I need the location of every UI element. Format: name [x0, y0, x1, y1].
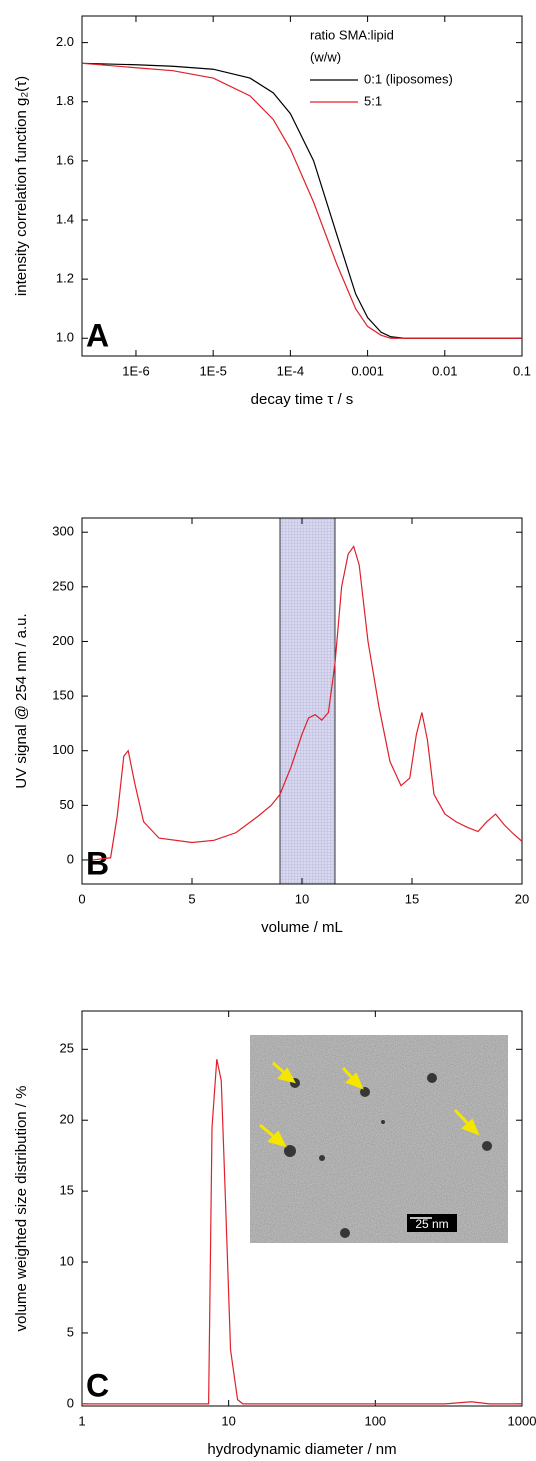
x-tick-label: 1E-4 — [277, 363, 304, 378]
y-tick-label: 150 — [52, 688, 74, 703]
y-tick-label: 5 — [67, 1324, 74, 1339]
highlight-region — [279, 517, 336, 885]
x-tick-label: 0.1 — [513, 363, 531, 378]
y-tick-label: 15 — [60, 1183, 74, 1198]
panel-label: A — [86, 317, 109, 353]
y-tick-label: 20 — [60, 1112, 74, 1127]
x-axis-label: hydrodynamic diameter / nm — [207, 1441, 396, 1458]
legend-title: (w/w) — [310, 49, 341, 64]
plot-frame — [81, 15, 523, 357]
y-axis-label: UV signal @ 254 nm / a.u. — [13, 613, 30, 788]
x-tick-label: 1E-6 — [122, 363, 149, 378]
plot-frame — [81, 1010, 523, 1407]
x-tick-label: 1E-5 — [199, 363, 226, 378]
y-axis-label: intensity correlation function g₂(τ) — [13, 76, 30, 296]
y-tick-label: 50 — [60, 797, 74, 812]
data-line — [82, 1059, 522, 1405]
y-tick-label: 1.4 — [56, 211, 74, 226]
y-tick-label: 1.0 — [56, 330, 74, 345]
y-tick-label: 2.0 — [56, 34, 74, 49]
legend-title: ratio SMA:lipid — [310, 27, 394, 42]
x-tick-label: 0.01 — [432, 363, 457, 378]
y-tick-label: 250 — [52, 578, 74, 593]
y-tick-label: 300 — [52, 524, 74, 539]
x-tick-label: 1 — [78, 1413, 85, 1428]
y-tick-label: 1.6 — [56, 152, 74, 167]
x-tick-label: 5 — [188, 891, 195, 906]
panel-label: B — [86, 845, 109, 881]
y-tick-label: 0 — [67, 1395, 74, 1410]
scale-bar-label: 25 nm — [415, 1217, 448, 1231]
x-tick-label: 100 — [364, 1413, 386, 1428]
y-tick-label: 200 — [52, 633, 74, 648]
legend-label: 0:1 (liposomes) — [364, 71, 453, 86]
x-tick-label: 0 — [78, 891, 85, 906]
x-tick-label: 10 — [221, 1413, 235, 1428]
legend-label: 5:1 — [364, 93, 382, 108]
x-tick-label: 1000 — [508, 1413, 536, 1428]
y-tick-label: 25 — [60, 1041, 74, 1056]
x-tick-label: 10 — [295, 891, 309, 906]
y-tick-label: 0 — [67, 851, 74, 866]
y-tick-label: 1.8 — [56, 93, 74, 108]
data-line — [81, 62, 522, 339]
y-tick-label: 10 — [60, 1253, 74, 1268]
tem-inset — [250, 1035, 508, 1243]
x-tick-label: 0.001 — [351, 363, 384, 378]
x-axis-label: decay time τ / s — [251, 391, 354, 408]
x-tick-label: 20 — [515, 891, 529, 906]
data-line — [81, 62, 522, 339]
y-axis-label: volume weighted size distribution / % — [13, 1086, 30, 1332]
y-tick-label: 1.2 — [56, 271, 74, 286]
y-tick-label: 100 — [52, 742, 74, 757]
panel-label: C — [86, 1367, 109, 1403]
x-tick-label: 15 — [405, 891, 419, 906]
data-line — [92, 545, 523, 861]
x-axis-label: volume / mL — [261, 919, 343, 936]
